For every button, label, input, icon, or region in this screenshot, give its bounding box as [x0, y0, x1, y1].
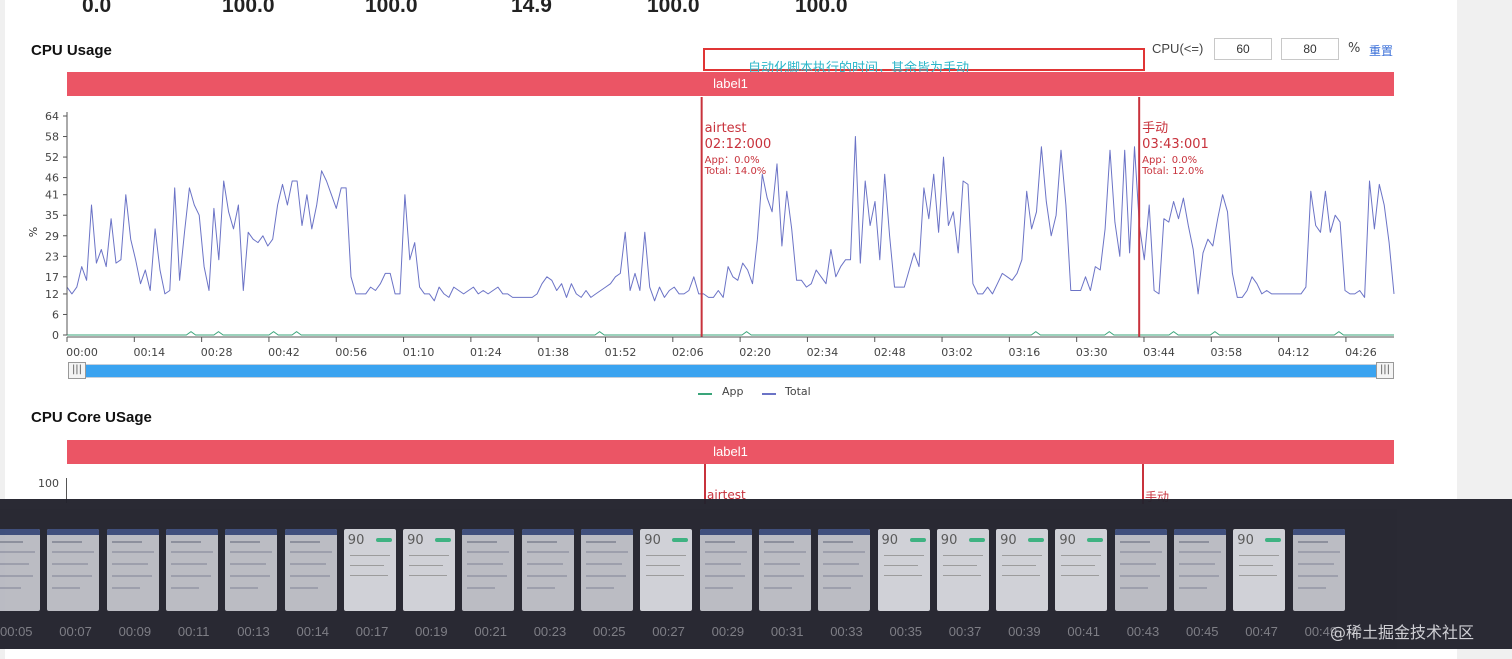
thumbnail-time: 00:49 — [1304, 624, 1338, 639]
thumb-progress — [672, 538, 689, 542]
legend-swatch-total[interactable] — [762, 393, 776, 395]
screenshot-thumbnail[interactable] — [0, 529, 40, 611]
screenshot-thumbnail[interactable] — [699, 529, 752, 611]
thumbnail-time: 00:09 — [118, 624, 152, 639]
screenshot-thumbnail[interactable]: 90 — [936, 529, 989, 611]
core-marker-line-airtest — [704, 464, 706, 504]
screenshot-thumbnail[interactable]: 90 — [403, 529, 456, 611]
screenshot-thumbnail[interactable] — [225, 529, 278, 611]
screenshot-thumbnail[interactable] — [284, 529, 337, 611]
thumb-badge: 90 — [644, 533, 661, 548]
screenshot-thumbnail[interactable] — [462, 529, 515, 611]
watermark: @稀土掘金技术社区 — [1330, 623, 1475, 642]
thumbnail-time: 00:47 — [1245, 624, 1278, 639]
thumbnail-time: 00:23 — [533, 624, 567, 639]
legend: App Total — [698, 385, 848, 401]
screenshot-thumbnail[interactable] — [165, 529, 218, 611]
thumb-badge: 90 — [1237, 533, 1254, 548]
screenshot-thumbnail[interactable]: 90 — [640, 529, 693, 611]
stat-value: 14.9 — [511, 0, 552, 17]
thumbnail-time: 00:07 — [59, 624, 92, 639]
stat-value: 100.0 — [647, 0, 700, 17]
stat-value: 100.0 — [365, 0, 418, 17]
cpu-core-usage-title: CPU Core USage — [31, 409, 152, 426]
screenshot-thumbnail[interactable]: 90 — [1055, 529, 1108, 611]
thumbnail-time: 00:33 — [830, 624, 863, 639]
zoom-handle-left[interactable]: ||| — [68, 362, 86, 379]
cpu-min-input[interactable] — [1214, 38, 1272, 60]
screenshot-thumbnail[interactable]: 90 — [996, 529, 1049, 611]
cpu-max-input[interactable] — [1281, 38, 1339, 60]
screenshot-thumbnail[interactable] — [818, 529, 871, 611]
core-y-tick: 100 — [38, 477, 59, 490]
thumb-progress — [1028, 538, 1045, 542]
screenshot-thumbnail[interactable] — [47, 529, 100, 611]
screenshot-thumbnail[interactable] — [1292, 529, 1345, 611]
thumb-progress — [909, 538, 926, 542]
cpu-usage-title: CPU Usage — [31, 42, 112, 59]
stat-value: 100.0 — [795, 0, 848, 17]
core-marker-label-airtest: airtest — [707, 488, 746, 502]
legend-label-app[interactable]: App — [722, 385, 744, 398]
legend-label-total[interactable]: Total — [785, 385, 811, 398]
thumb-progress — [375, 538, 392, 542]
thumbnail-time: 00:25 — [593, 624, 626, 639]
thumb-progress — [968, 538, 985, 542]
label-bar: label1 — [67, 72, 1394, 96]
stat-value: 100.0 — [222, 0, 275, 17]
zoom-slider-fill — [76, 365, 1386, 377]
screenshot-thumbnail[interactable] — [106, 529, 159, 611]
thumbnail-time: 00:11 — [177, 624, 210, 639]
legend-swatch-app[interactable] — [698, 393, 712, 395]
thumb-badge: 90 — [1059, 533, 1076, 548]
thumbnail-time: 00:37 — [948, 624, 982, 639]
stat-value: 0.0 — [82, 0, 112, 17]
screenshot-thumbnail[interactable] — [521, 529, 574, 611]
screenshot-thumbnail[interactable] — [581, 529, 633, 611]
thumb-badge: 90 — [1000, 533, 1017, 548]
thumbnail-time: 00:43 — [1126, 624, 1160, 639]
screenshot-thumbnail[interactable] — [758, 529, 811, 611]
thumb-badge: 90 — [881, 533, 899, 548]
thumbnail-time: 00:29 — [711, 624, 745, 639]
thumbnail-time: 00:27 — [652, 624, 685, 639]
thumbnail-time: 00:13 — [237, 624, 270, 639]
thumb-progress — [1265, 538, 1282, 542]
thumb-progress — [1087, 538, 1104, 542]
screenshot-filmstrip: 00:05 00:07 00:09 00:11 00:13 00:14 90 00:17 90 0… — [0, 499, 1512, 649]
thumbnail-time: 00:17 — [355, 624, 389, 639]
zoom-handle-right[interactable]: ||| — [1376, 362, 1394, 379]
screenshot-thumbnail[interactable]: 90 — [877, 529, 930, 611]
cpu-filter-label: CPU(<=) — [1152, 41, 1204, 56]
thumbnail-time: 00:19 — [415, 624, 448, 639]
core-marker-line-manual — [1142, 464, 1144, 504]
thumb-progress — [435, 538, 452, 542]
percent-unit: % — [1348, 41, 1361, 56]
screenshot-thumbnail[interactable]: 90 — [343, 529, 396, 611]
core-y-axis — [66, 478, 67, 503]
thumbnail-time: 00:14 — [296, 624, 330, 639]
thumb-badge: 90 — [347, 533, 365, 548]
screenshot-thumbnail[interactable] — [1174, 529, 1226, 611]
thumbnail-time: 00:05 — [0, 624, 33, 639]
thumb-badge: 90 — [407, 533, 424, 548]
label-bar-core: label1 — [67, 440, 1394, 464]
thumbnail-time: 00:35 — [889, 624, 923, 639]
annotation-box — [703, 48, 1145, 71]
screenshot-thumbnail[interactable]: 90 — [1233, 529, 1286, 611]
thumbnail-time: 00:21 — [474, 624, 507, 639]
reset-link[interactable]: 重置 — [1369, 44, 1394, 58]
thumbnail-time: 00:39 — [1008, 624, 1041, 639]
thumbnail-time: 00:31 — [770, 624, 804, 639]
thumb-badge: 90 — [940, 533, 958, 548]
thumbnail-time: 00:41 — [1067, 624, 1100, 639]
screenshot-thumbnail[interactable] — [1114, 529, 1167, 611]
thumbnail-time: 00:45 — [1186, 624, 1219, 639]
